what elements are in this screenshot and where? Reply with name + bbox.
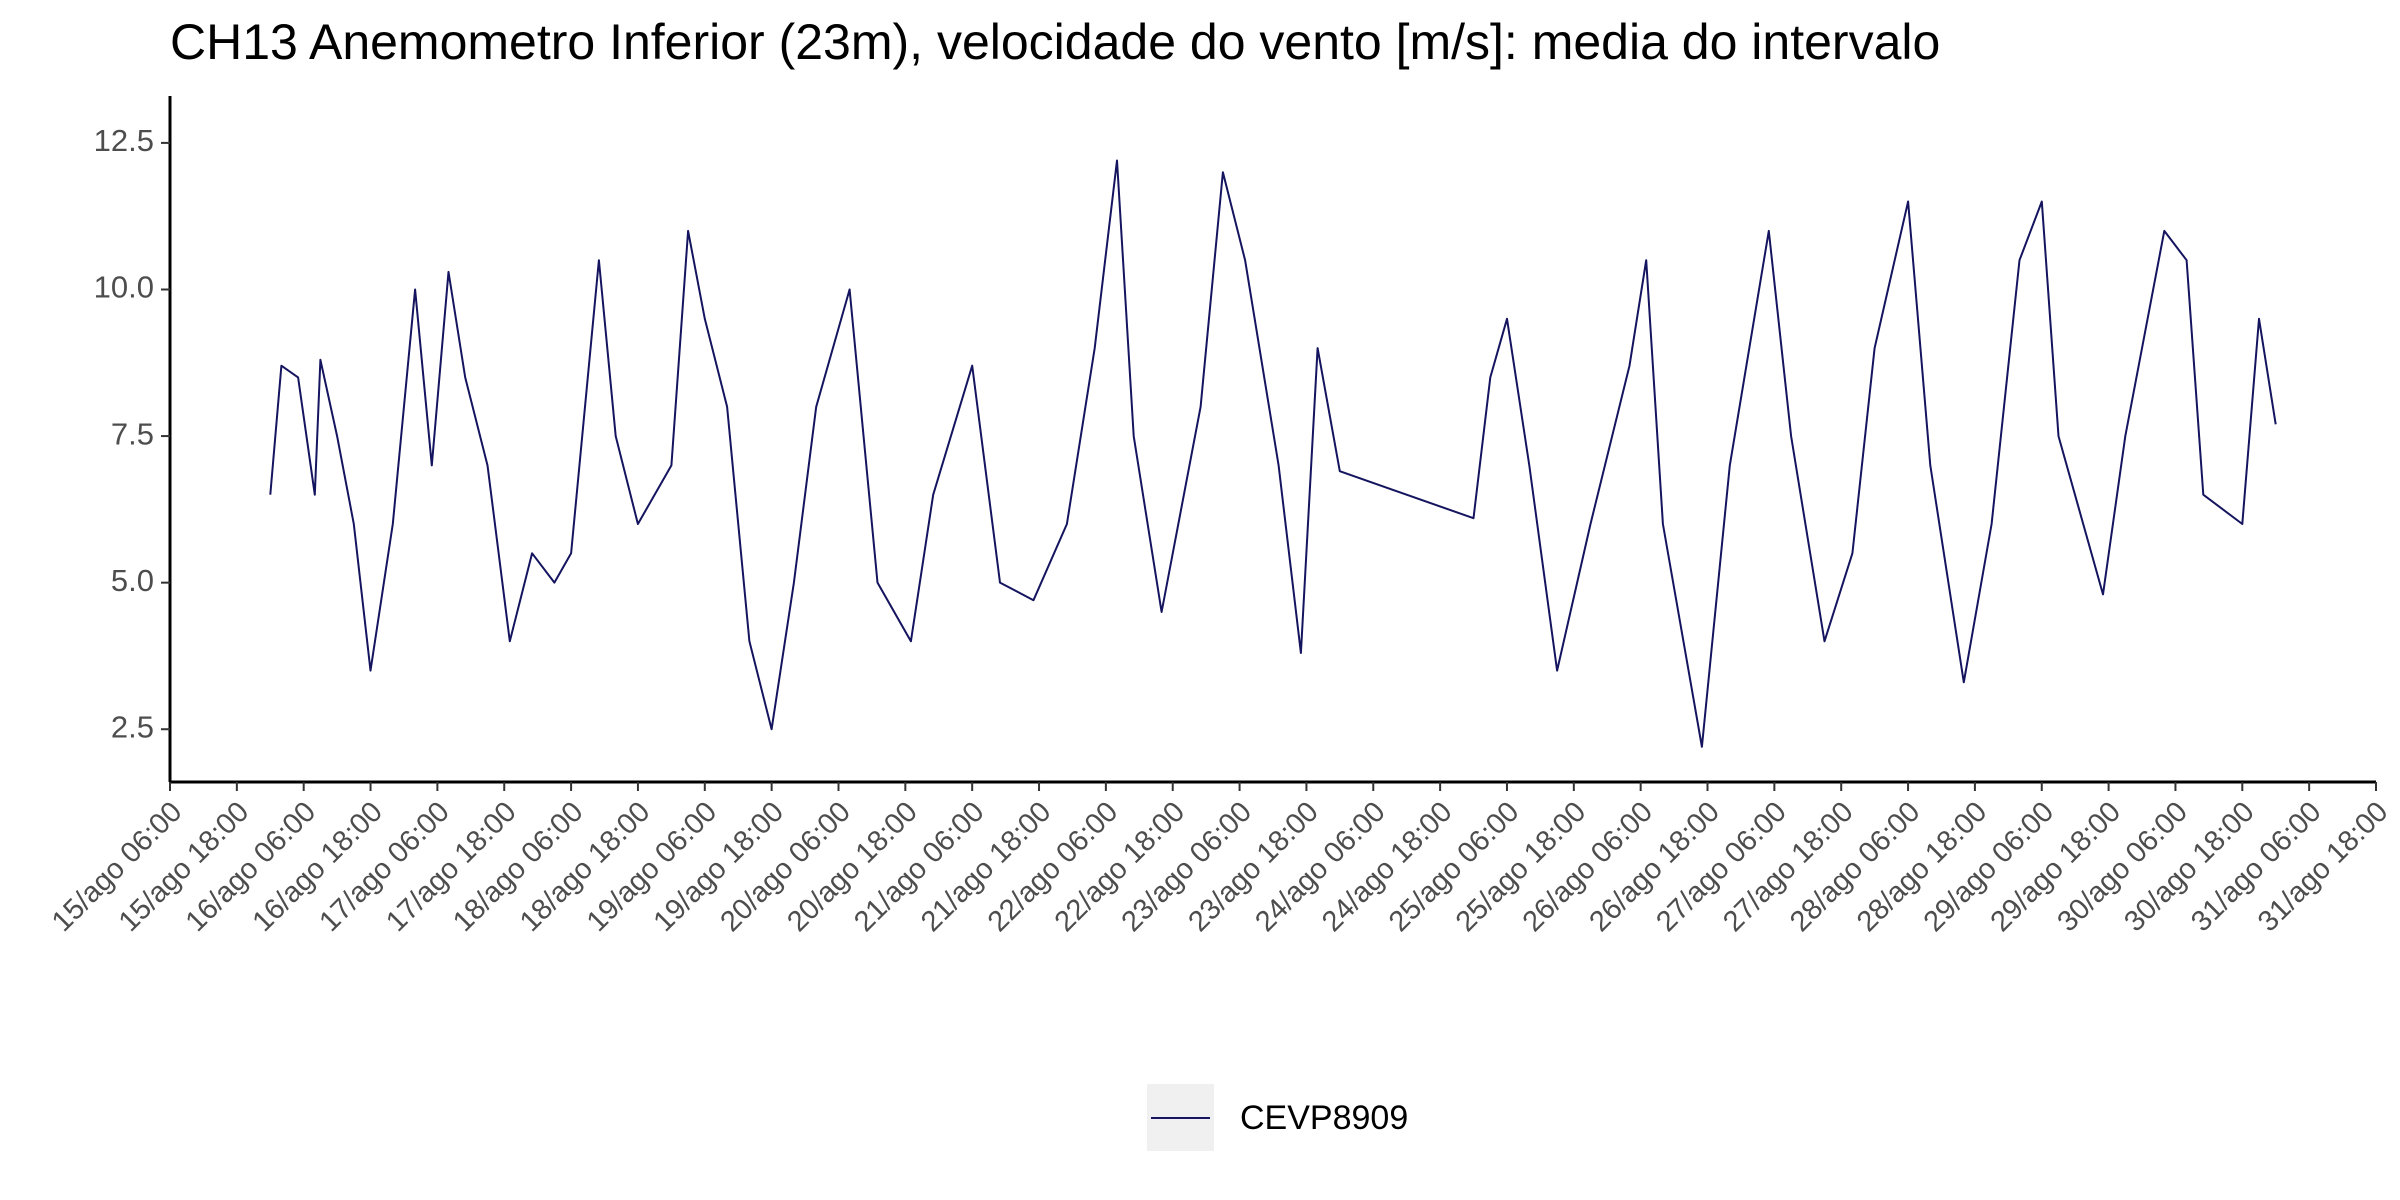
data-line	[269, 159, 2277, 748]
y-tick-label: 2.5	[111, 709, 154, 744]
y-tick-label: 12.5	[94, 123, 154, 158]
y-tick-label: 10.0	[94, 270, 154, 305]
legend-label: CEVP8909	[1240, 1099, 1408, 1137]
y-tick-label: 5.0	[111, 563, 154, 598]
chart-title: CH13 Anemometro Inferior (23m), velocida…	[170, 14, 1940, 70]
y-tick-label: 7.5	[111, 416, 154, 451]
